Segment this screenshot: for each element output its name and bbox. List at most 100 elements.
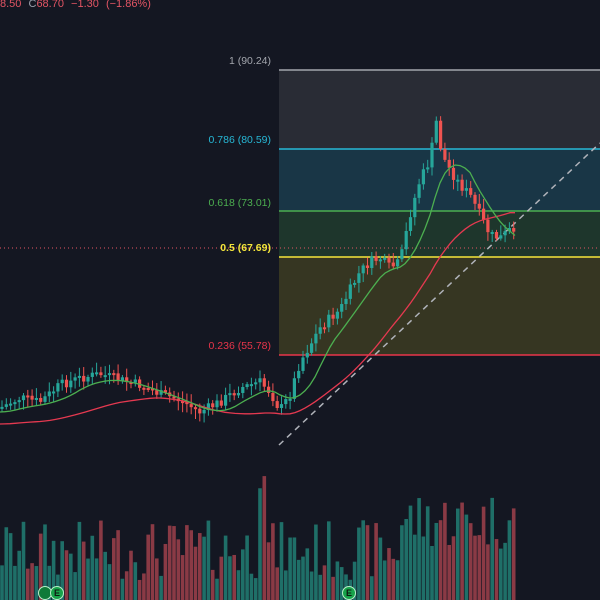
volume-bar	[279, 522, 284, 600]
volume-bar	[507, 520, 512, 600]
candle-body	[482, 208, 486, 220]
candle-body	[245, 384, 249, 388]
volume-bar	[438, 520, 443, 600]
volume-bar	[64, 550, 69, 600]
candle-body	[107, 373, 112, 376]
candle-body	[408, 217, 413, 231]
candle-body	[189, 404, 193, 408]
volume-bar	[159, 575, 163, 600]
candle-body	[310, 343, 314, 353]
candle-body	[417, 184, 421, 198]
volume-bar	[155, 558, 159, 600]
candlesticks	[0, 116, 516, 423]
candle-body	[103, 375, 107, 378]
volume-bar	[374, 523, 378, 600]
volume-bar	[331, 576, 335, 600]
volume-bar	[249, 573, 254, 600]
candle-body	[73, 377, 77, 381]
volume-bar	[503, 542, 507, 600]
volume-bar	[0, 565, 4, 600]
candle-body	[503, 231, 507, 236]
volume-bar	[210, 569, 215, 600]
candle-body	[236, 392, 241, 396]
earnings-badge-icon[interactable]: E	[50, 586, 64, 600]
fib-zone-05-0236	[279, 257, 600, 355]
candle-body	[224, 394, 228, 406]
candle-body	[499, 235, 503, 239]
volume-bar	[198, 533, 202, 600]
volume-bar	[327, 521, 331, 600]
candle-body	[348, 284, 352, 299]
volume-bar	[425, 506, 430, 600]
volume-bar	[314, 524, 318, 600]
volume-bar	[236, 570, 241, 600]
volume-bar	[215, 578, 219, 600]
volume-bar	[120, 578, 125, 600]
volume-bar	[99, 520, 103, 600]
candle-body	[430, 142, 434, 168]
candle-body	[464, 188, 468, 191]
candle-body	[60, 379, 64, 384]
volume-bar	[73, 572, 77, 600]
volume-bar	[451, 536, 456, 600]
volume-bar	[486, 544, 490, 600]
candle-body	[86, 376, 90, 382]
candle-body	[95, 372, 99, 375]
volume-bar	[103, 551, 107, 600]
volume-bar	[94, 558, 99, 600]
ohlc-legend: 8.50 C68.70 −1.30 (−1.86%)	[0, 0, 155, 10]
candle-body	[400, 249, 404, 260]
candle-body	[340, 304, 344, 312]
volume-bar	[305, 548, 310, 600]
volume-bar	[288, 537, 292, 600]
trendline[interactable]	[278, 142, 600, 446]
candle-body	[99, 372, 103, 376]
volume-bar	[292, 537, 297, 600]
candle-body	[275, 401, 279, 408]
volume-bar	[253, 578, 258, 600]
volume-bar	[167, 525, 172, 600]
candle-body	[271, 392, 275, 402]
volume-bar	[17, 550, 21, 600]
volume-bar	[301, 556, 305, 600]
fib-label-0236: 0.236 (55.78)	[209, 340, 271, 352]
volume-bar	[477, 535, 482, 600]
candle-body	[434, 120, 438, 143]
earnings-badge-icon[interactable]: E	[342, 586, 356, 600]
volume-bar	[81, 541, 86, 600]
candle-body	[211, 403, 215, 408]
candle-body	[374, 256, 378, 261]
candle-body	[262, 378, 266, 387]
candle-body	[288, 398, 292, 401]
candle-body	[129, 382, 133, 385]
candle-body	[331, 314, 335, 319]
volume-bar	[322, 565, 327, 600]
candle-body	[318, 327, 322, 334]
candle-body	[335, 311, 339, 319]
legend-close-prefix: C	[28, 0, 37, 10]
volume-bar	[266, 542, 271, 600]
candle-body	[56, 383, 60, 392]
volume-bar	[112, 538, 116, 600]
candle-body	[241, 387, 245, 393]
volume-bar	[202, 536, 206, 600]
volume-bar	[284, 570, 288, 600]
volume-bar	[107, 564, 112, 600]
volume-bar	[228, 556, 232, 600]
volume-bar	[43, 524, 47, 600]
candle-body	[460, 179, 464, 191]
candle-body	[344, 298, 348, 305]
candle-body	[112, 373, 116, 376]
volume-bar	[361, 520, 365, 600]
volume-bar	[51, 540, 56, 600]
candle-body	[456, 179, 460, 182]
candle-body	[64, 379, 69, 388]
candle-body	[232, 393, 236, 396]
candle-body	[469, 188, 473, 195]
candle-body	[267, 386, 271, 393]
candle-body	[507, 228, 511, 232]
legend-change: −1.30	[71, 0, 99, 10]
candle-body	[404, 230, 408, 250]
candle-body	[155, 390, 159, 395]
